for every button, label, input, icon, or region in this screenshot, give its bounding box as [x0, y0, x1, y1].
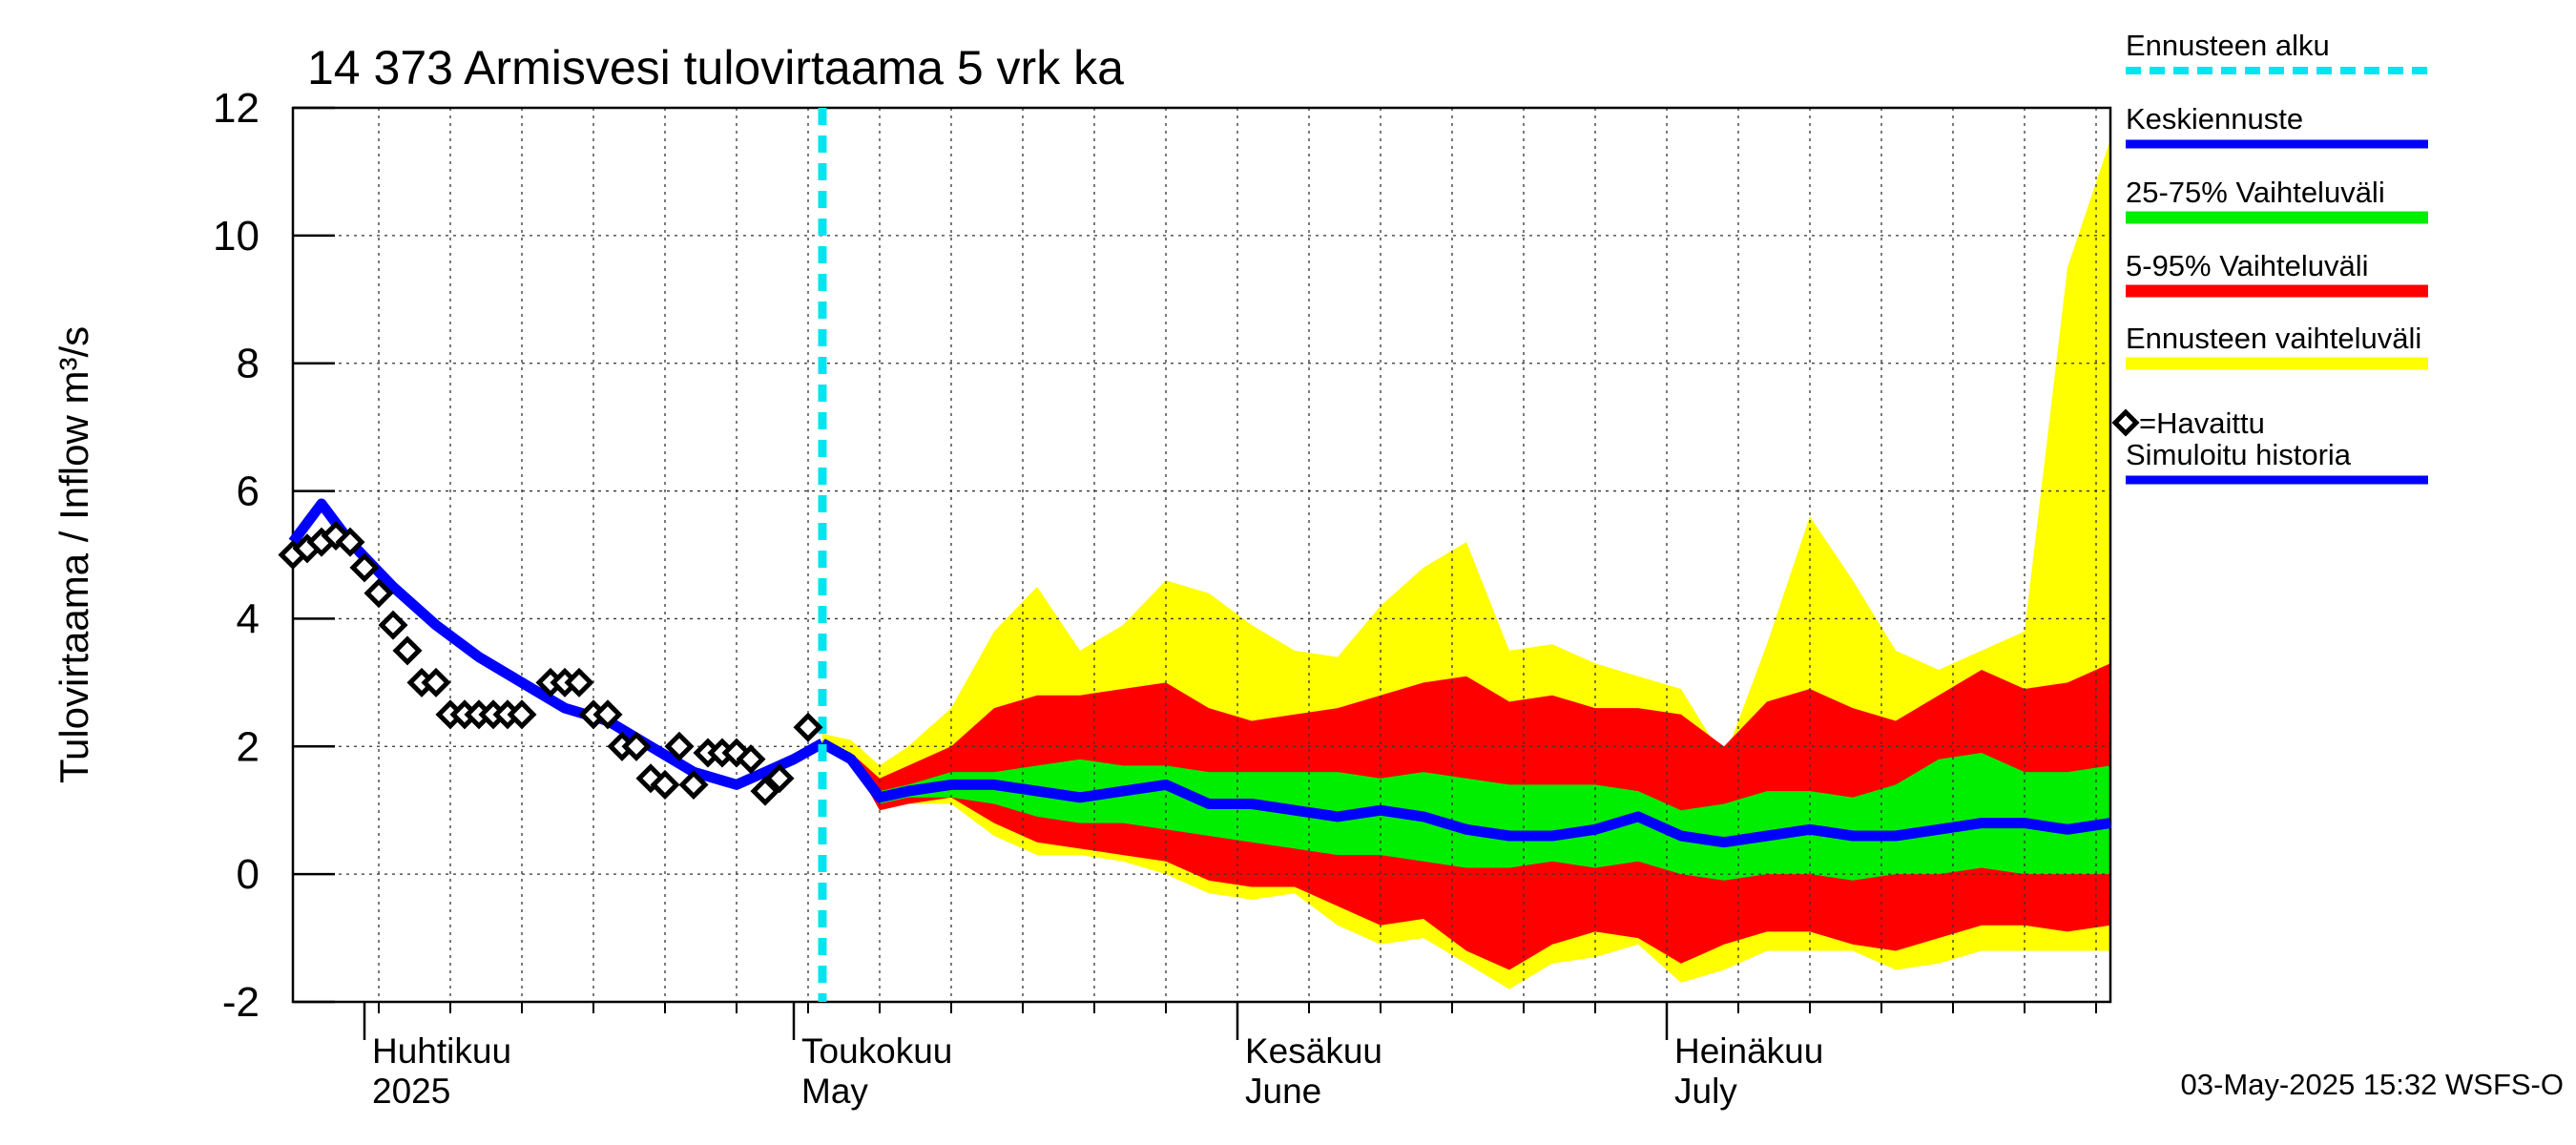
observed-point — [507, 699, 537, 730]
legend-label: Keskiennuste — [2126, 102, 2303, 135]
band-25-75-vaihteluv-li — [822, 739, 2110, 881]
observed-point — [349, 552, 380, 583]
observed-point — [392, 635, 423, 666]
x-month-sublabel: 2025 — [372, 1072, 450, 1111]
legend: Ennusteen alku Keskiennuste 25-75% Vaihtel… — [2111, 29, 2428, 485]
observed-point — [650, 769, 680, 800]
grid — [293, 108, 2110, 1002]
x-month-label: Heinäkuu — [1674, 1031, 1823, 1071]
timestamp: 03-May-2025 15:32 WSFS-O — [2181, 1068, 2564, 1101]
observed-point — [621, 731, 652, 761]
legend-label: 25-75% Vaihteluväli — [2126, 176, 2385, 209]
observed-points — [278, 520, 823, 806]
y-tick-label: -2 — [222, 979, 260, 1026]
y-tick-label: 12 — [213, 85, 260, 132]
chart-title: 14 373 Armisvesi tulovirtaama 5 vrk ka — [307, 41, 1124, 94]
legend-label: Ennusteen alku — [2126, 29, 2330, 62]
observed-point — [564, 667, 594, 697]
legend-swatch-diamond — [2111, 408, 2140, 437]
legend-label: Simuloitu historia — [2126, 438, 2352, 471]
observed-point — [664, 731, 695, 761]
legend-label: =Havaittu — [2139, 406, 2265, 440]
x-month-sublabel: June — [1245, 1072, 1321, 1111]
y-tick-label: 6 — [237, 468, 260, 515]
median-forecast-line — [820, 739, 2111, 848]
legend-label: Ennusteen vaihteluväli — [2126, 322, 2421, 355]
observed-point — [678, 769, 709, 800]
legend-label: 5-95% Vaihteluväli — [2126, 249, 2368, 282]
observed-point — [364, 578, 394, 609]
x-month-sublabel: May — [801, 1072, 868, 1111]
observed-point — [793, 712, 823, 742]
observed-point — [378, 610, 408, 640]
x-month-label: Kesäkuu — [1245, 1031, 1382, 1071]
y-tick-label: 8 — [237, 341, 260, 387]
observed-point — [736, 744, 766, 775]
y-tick-label: 2 — [237, 723, 260, 770]
observed-point — [592, 699, 623, 730]
x-month-sublabel: July — [1674, 1072, 1737, 1111]
y-axis-label: Tulovirtaama / Inflow m³/s — [52, 326, 96, 783]
y-tick-label: 10 — [213, 213, 260, 260]
observed-point — [750, 776, 780, 806]
observed-point — [764, 763, 795, 794]
observed-point — [421, 667, 451, 697]
x-month-label: Huhtikuu — [372, 1031, 511, 1071]
y-tick-label: 4 — [237, 595, 260, 642]
x-month-label: Toukokuu — [801, 1031, 952, 1071]
observed-point — [335, 527, 365, 557]
y-tick-label: 0 — [237, 851, 260, 898]
